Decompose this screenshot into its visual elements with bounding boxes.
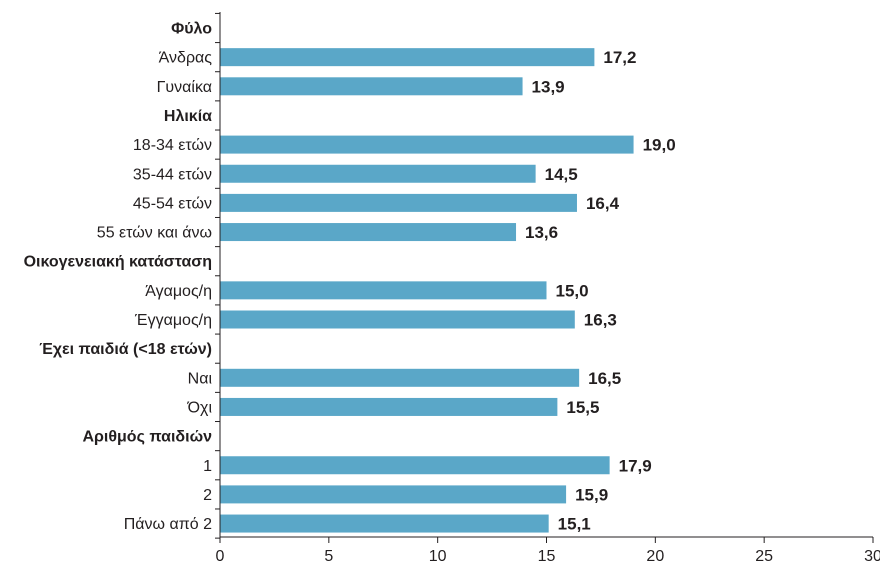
x-tick-label: 10 — [429, 548, 447, 565]
category-label: Έγγαμος/η — [134, 312, 212, 329]
data-label: 15,1 — [558, 515, 591, 534]
x-tick-label: 25 — [755, 548, 773, 565]
data-label: 17,9 — [619, 456, 652, 475]
group-header-label: Φύλο — [171, 21, 212, 38]
x-tick-label: 0 — [216, 548, 225, 565]
category-label: Άνδρας — [159, 50, 213, 67]
group-header-label: Έχει παιδιά (<18 ετών) — [39, 341, 212, 358]
x-tick-label: 30 — [864, 548, 880, 565]
x-tick-label: 20 — [646, 548, 664, 565]
bars-group — [220, 48, 634, 533]
category-label: Άγαμος/η — [145, 283, 212, 300]
category-label: 2 — [203, 487, 212, 504]
data-label: 15,5 — [566, 398, 599, 417]
bar — [220, 368, 580, 387]
group-header-label: Οικογενειακή κατάσταση — [24, 254, 212, 271]
category-label: 18-34 ετών — [133, 137, 212, 154]
category-label: Πάνω από 2 — [124, 516, 212, 533]
group-header-label: Αριθμός παιδιών — [82, 429, 212, 446]
category-label: Όχι — [187, 399, 213, 416]
x-tick-label: 5 — [324, 548, 333, 565]
data-label: 17,2 — [603, 48, 636, 67]
bar — [220, 135, 634, 154]
value-labels-group: 17,2 13,9 19,0 14,5 16,4 13,6 15,0 16,3 16,5 15,5… — [525, 48, 676, 533]
bar — [220, 48, 595, 67]
bar — [220, 164, 536, 183]
group-header-label: Ηλικία — [164, 108, 212, 125]
category-label: 1 — [203, 458, 212, 475]
category-label: 45-54 ετών — [133, 195, 212, 212]
bar — [220, 77, 523, 96]
x-tick-label: 15 — [538, 548, 556, 565]
data-label: 15,0 — [556, 281, 589, 300]
data-label: 13,6 — [525, 223, 558, 242]
data-label: 19,0 — [643, 136, 676, 155]
bar — [220, 281, 547, 300]
axes-group: 0 5 10 15 20 25 30 — [215, 12, 880, 565]
data-label: 13,9 — [532, 77, 565, 96]
category-label: Γυναίκα — [157, 79, 212, 96]
bar — [220, 310, 575, 329]
bar — [220, 514, 549, 533]
data-label: 16,5 — [588, 369, 621, 388]
bar — [220, 485, 567, 504]
bar — [220, 456, 610, 475]
category-label: Ναι — [188, 370, 213, 387]
bar — [220, 223, 517, 242]
data-label: 15,9 — [575, 485, 608, 504]
category-label: 35-44 ετών — [133, 166, 212, 183]
data-label: 14,5 — [545, 165, 578, 184]
data-label: 16,4 — [586, 194, 620, 213]
bar — [220, 397, 558, 416]
category-label: 55 ετών και άνω — [97, 225, 212, 242]
bar — [220, 193, 577, 212]
row-labels-group: Φύλο Άνδρας Γυναίκα Ηλικία 18-34 ετών 35-44 ε… — [24, 21, 213, 534]
data-label: 16,3 — [584, 311, 617, 330]
